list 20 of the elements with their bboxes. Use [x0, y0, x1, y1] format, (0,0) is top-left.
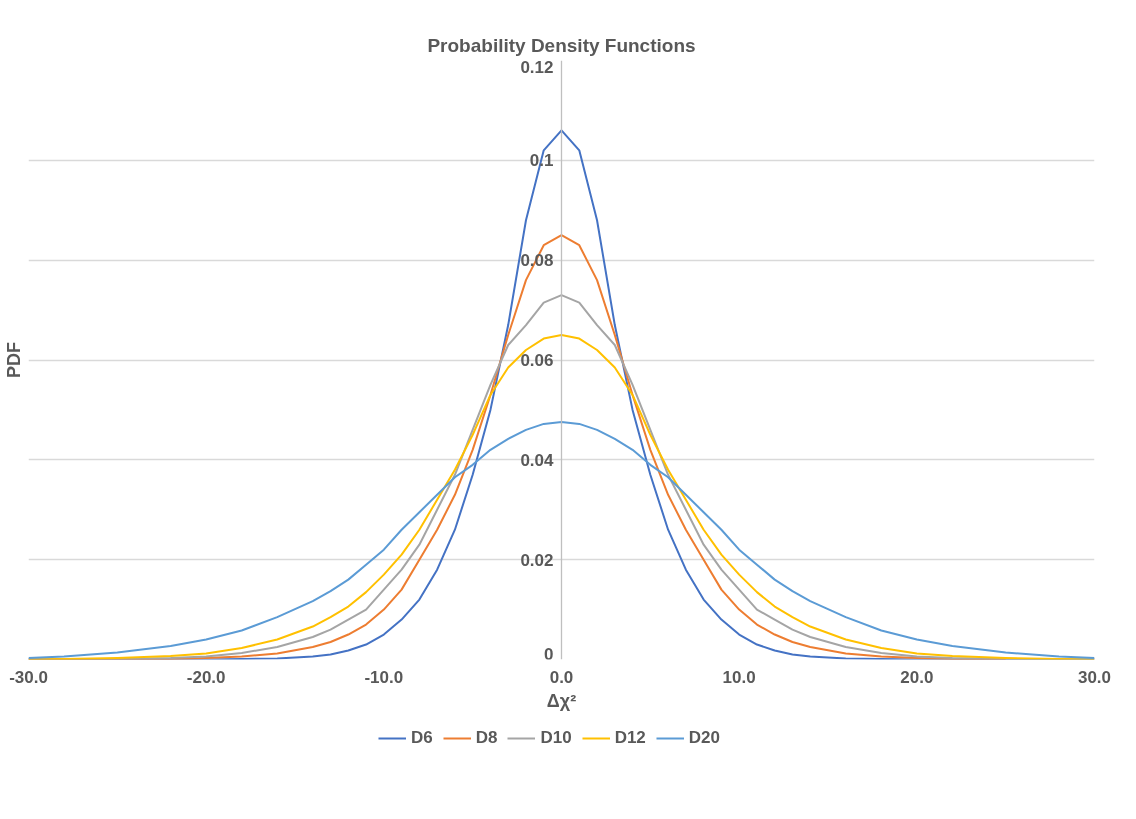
y-tick-label: 0.02	[520, 550, 554, 570]
x-tick-label: -20.0	[186, 667, 226, 687]
x-tick-label: 30.0	[1077, 667, 1112, 687]
legend-label: D10	[540, 728, 572, 748]
x-tick-label: 20.0	[900, 667, 934, 687]
y-tick-label: 0.12	[520, 57, 554, 77]
y-tick-label: 0.06	[520, 351, 554, 370]
y-axis-title: PDF	[3, 342, 24, 378]
legend-label: D6	[410, 728, 433, 748]
y-tick-label: 0.04	[520, 450, 555, 470]
legend-label: D8	[475, 728, 498, 748]
legend-label: D12	[614, 728, 646, 748]
legend-label: D20	[688, 728, 721, 748]
x-tick-label: -10.0	[364, 667, 404, 687]
x-tick-label: 0.0	[549, 667, 574, 687]
chart-title: Probability Density Functions	[427, 34, 696, 56]
x-tick-label: -30.0	[9, 667, 48, 687]
x-axis-title: Δχ²	[546, 690, 577, 711]
y-tick-label: 0	[544, 644, 554, 664]
x-tick-label: 10.0	[722, 667, 756, 687]
